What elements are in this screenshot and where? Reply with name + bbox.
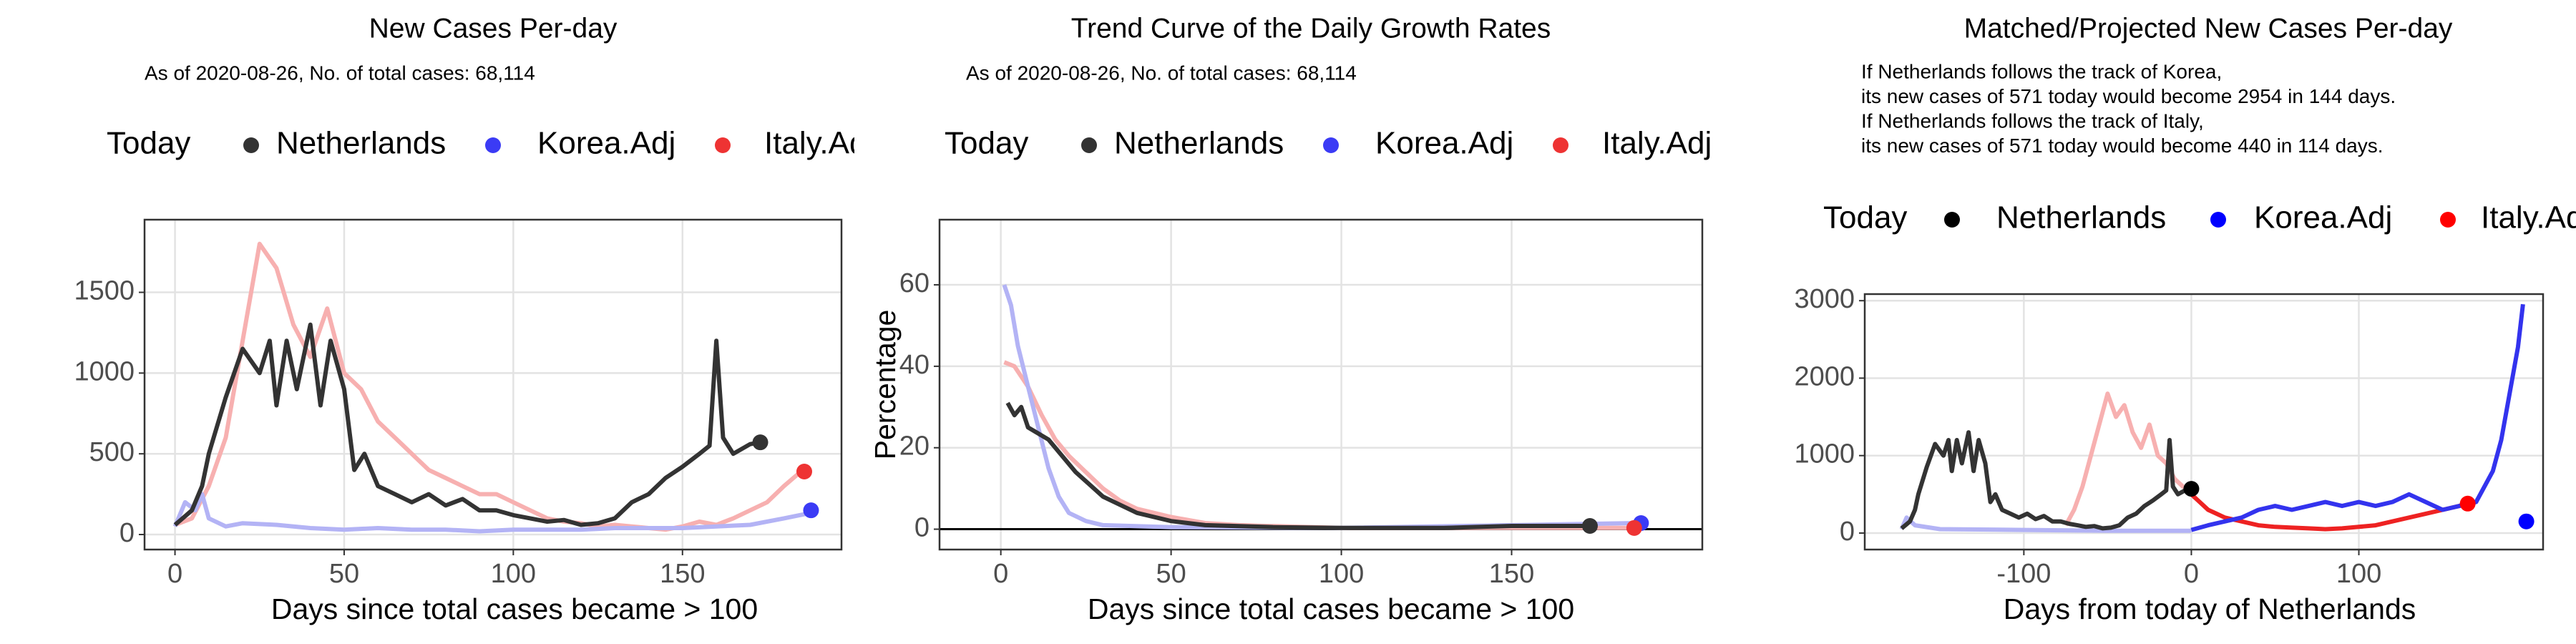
legend-label: Italy.Adj: [1602, 126, 1712, 161]
today-point: [803, 502, 819, 519]
y-tick-label: 40: [899, 350, 930, 380]
data-layer: [940, 284, 1702, 536]
legend-marker: [715, 137, 731, 153]
today-point: [796, 464, 812, 480]
today-point: [752, 434, 769, 451]
x-tick-label: 50: [329, 559, 359, 589]
plot-background: [940, 220, 1702, 550]
today-point: [1626, 519, 1642, 536]
data-layer: [172, 241, 819, 534]
legend-label: Italy.Adj: [2481, 200, 2576, 235]
chart: New Cases Per-day As of 2020-08-26, No. o…: [74, 13, 874, 625]
legend-marker: [1081, 137, 1097, 153]
y-tick-label: 0: [1840, 517, 1855, 547]
legend-marker: [485, 137, 501, 153]
legend-title: Today: [1823, 200, 1907, 235]
series-line: [1899, 515, 2192, 533]
x-tick-label: -100: [1996, 559, 2051, 589]
legend-label: Korea.Adj: [2254, 200, 2392, 235]
series-line: [1005, 401, 1590, 530]
subtitle: As of 2020-08-26, No. of total cases: 68…: [145, 62, 535, 84]
annotation: If Netherlands follows the track of Ital…: [1861, 109, 2204, 132]
y-tick-label: 500: [89, 437, 135, 467]
today-point: [2518, 513, 2534, 530]
chart-title: Trend Curve of the Daily Growth Rates: [1071, 13, 1551, 44]
chart-title: New Cases Per-day: [369, 13, 618, 44]
y-axis-title: Percentage: [869, 310, 902, 460]
today-point: [2183, 481, 2200, 497]
y-tick-label: 1000: [1794, 439, 1855, 469]
chart: Matched/Projected New Cases Per-day If Ne…: [1794, 13, 2576, 625]
x-tick-label: 100: [2336, 559, 2381, 589]
legend-marker: [1323, 137, 1339, 153]
series-line: [1002, 284, 1638, 530]
plot-border: [1863, 293, 2545, 551]
chart-title: Matched/Projected New Cases Per-day: [1964, 13, 2453, 44]
legend-title: Today: [107, 126, 190, 161]
today-point: [1581, 517, 1598, 534]
x-tick-label: 150: [660, 559, 705, 589]
plot-background: [145, 220, 841, 550]
subtitle: As of 2020-08-26, No. of total cases: 68…: [966, 62, 1357, 84]
y-tick-label: 1500: [74, 276, 135, 306]
legend-label: Netherlands: [276, 126, 446, 161]
legend-marker: [1553, 137, 1568, 153]
y-tick-label: 1000: [74, 356, 135, 386]
series-line: [173, 322, 761, 527]
x-tick-label: 0: [993, 559, 1008, 589]
legend-marker: [1944, 212, 1960, 228]
y-tick-label: 3000: [1794, 284, 1855, 314]
annotation: its new cases of 571 today would become …: [1861, 85, 2396, 107]
legend: Today Netherlands Korea.Adj Italy.Adj: [107, 126, 874, 161]
annotation: If Netherlands follows the track of Kore…: [1861, 60, 2222, 82]
series-line: [172, 492, 809, 534]
y-tick-label: 2000: [1794, 361, 1855, 391]
y-tick-label: 0: [119, 518, 135, 548]
x-tick-label: 50: [1156, 559, 1186, 589]
series-line: [1900, 430, 2192, 531]
legend-label: Korea.Adj: [1375, 126, 1513, 161]
chart: Trend Curve of the Daily Growth Rates As …: [869, 13, 1712, 625]
legend: Today Netherlands Korea.Adj Italy.Adj: [1823, 200, 2576, 235]
y-tick-label: 60: [899, 268, 930, 298]
legend-title: Today: [945, 126, 1028, 161]
x-tick-label: 0: [167, 559, 182, 589]
series-line: [174, 241, 803, 532]
x-tick-label: 100: [1319, 559, 1364, 589]
x-axis-title: Days since total cases became > 100: [271, 592, 758, 625]
y-tick-label: 20: [899, 431, 930, 462]
projection-line: [2190, 303, 2525, 532]
legend-label: Netherlands: [1114, 126, 1284, 161]
legend-label: Korea.Adj: [537, 126, 675, 161]
today-point: [2459, 495, 2476, 512]
x-tick-label: 150: [1489, 559, 1534, 589]
legend-marker: [243, 137, 259, 153]
x-axis-title: Days since total cases became > 100: [1088, 592, 1574, 625]
projection-line: [2190, 492, 2469, 532]
plot-border: [143, 218, 843, 551]
legend-label: Italy.Adj: [764, 126, 874, 161]
data-layer: [1899, 303, 2534, 533]
annotation: its new cases of 571 today would become …: [1861, 135, 2384, 157]
x-tick-label: 0: [2184, 559, 2199, 589]
x-axis-title: Days from today of Netherlands: [2004, 592, 2416, 625]
plot-border: [938, 218, 1704, 551]
x-tick-label: 100: [491, 559, 536, 589]
y-tick-label: 0: [914, 513, 930, 543]
legend: Today Netherlands Korea.Adj Italy.Adj: [945, 126, 1712, 161]
legend-marker: [2210, 212, 2226, 228]
legend-marker: [2440, 212, 2456, 228]
legend-label: Netherlands: [1996, 200, 2166, 235]
